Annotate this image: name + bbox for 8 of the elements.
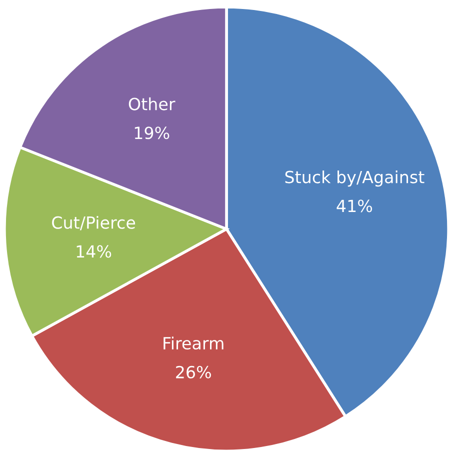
- slice-label: Firearm: [164, 336, 224, 350]
- data-label: 41%: [336, 200, 372, 212]
- slice-label: Other: [128, 97, 176, 110]
- slice-label: Stuck by/Against: [285, 170, 424, 187]
- data-label: 26%: [176, 366, 211, 378]
- data-label: 14%: [76, 245, 112, 258]
- slice-label: Cut/Pierce: [52, 216, 136, 230]
- data-label: 19%: [134, 126, 170, 140]
